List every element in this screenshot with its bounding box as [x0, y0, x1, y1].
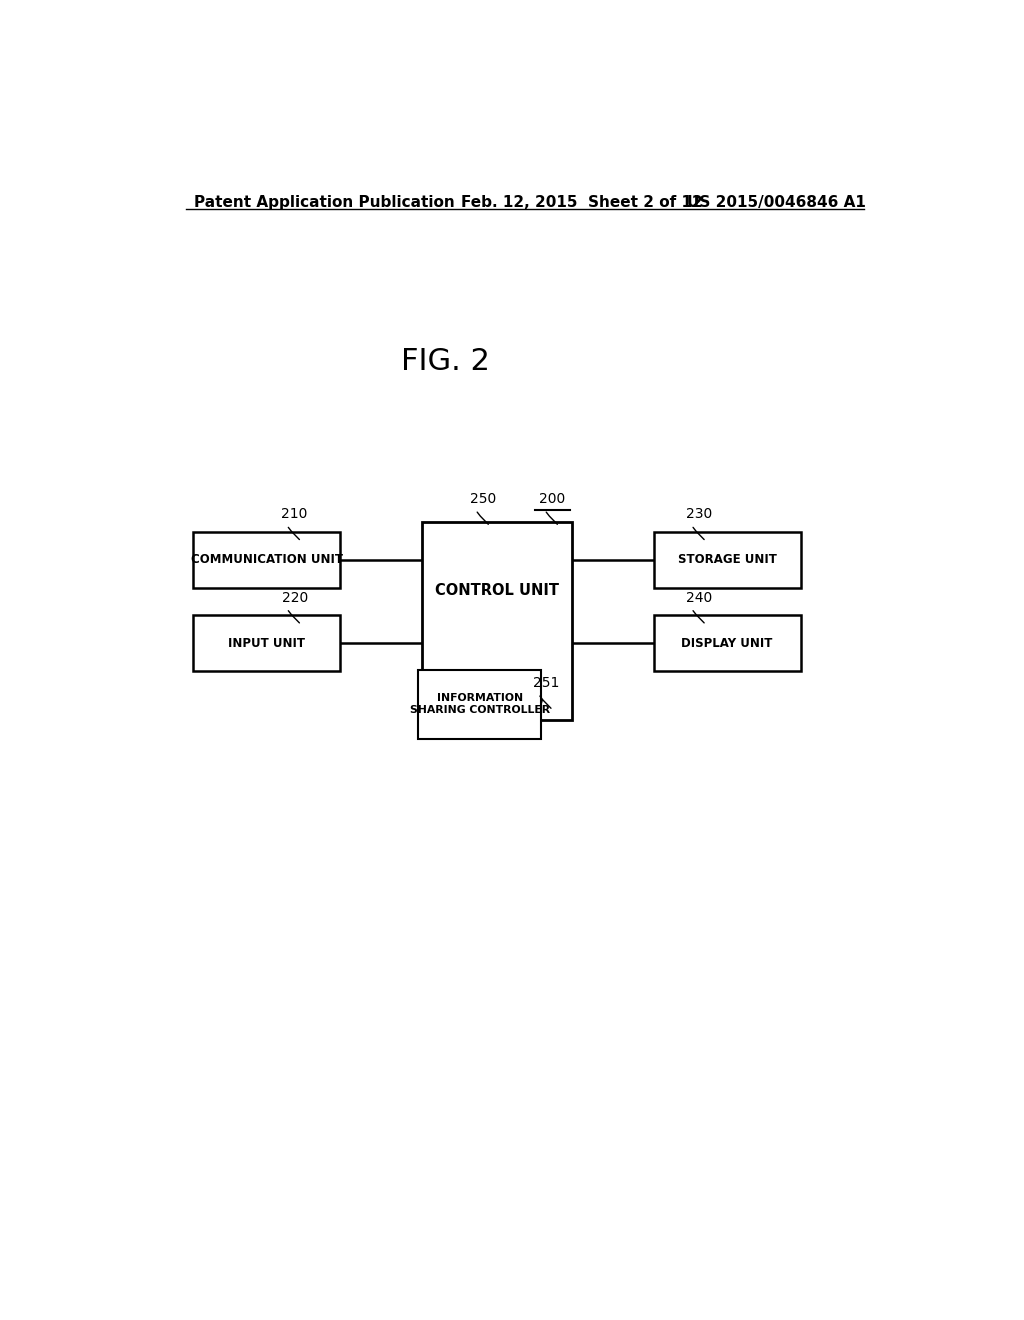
Text: 251: 251 [534, 676, 559, 690]
Text: DISPLAY UNIT: DISPLAY UNIT [682, 636, 773, 649]
Text: 230: 230 [686, 507, 713, 521]
Text: CONTROL UNIT: CONTROL UNIT [435, 583, 559, 598]
Text: Feb. 12, 2015  Sheet 2 of 12: Feb. 12, 2015 Sheet 2 of 12 [461, 195, 703, 210]
Text: FIG. 2: FIG. 2 [401, 347, 489, 376]
Bar [194, 532, 340, 587]
Bar [418, 669, 541, 739]
Text: Patent Application Publication: Patent Application Publication [194, 195, 455, 210]
Text: 220: 220 [282, 590, 308, 605]
Text: 200: 200 [540, 492, 565, 506]
Text: US 2015/0046846 A1: US 2015/0046846 A1 [687, 195, 866, 210]
Bar [653, 615, 801, 671]
Bar [194, 615, 340, 671]
Text: 240: 240 [686, 590, 713, 605]
Bar [422, 521, 572, 719]
Text: COMMUNICATION UNIT: COMMUNICATION UNIT [190, 553, 343, 566]
Text: STORAGE UNIT: STORAGE UNIT [678, 553, 776, 566]
Bar [653, 532, 801, 587]
Text: INFORMATION
SHARING CONTROLLER: INFORMATION SHARING CONTROLLER [410, 693, 550, 715]
Text: INPUT UNIT: INPUT UNIT [228, 636, 305, 649]
Text: 250: 250 [470, 492, 497, 506]
Text: 210: 210 [282, 507, 308, 521]
